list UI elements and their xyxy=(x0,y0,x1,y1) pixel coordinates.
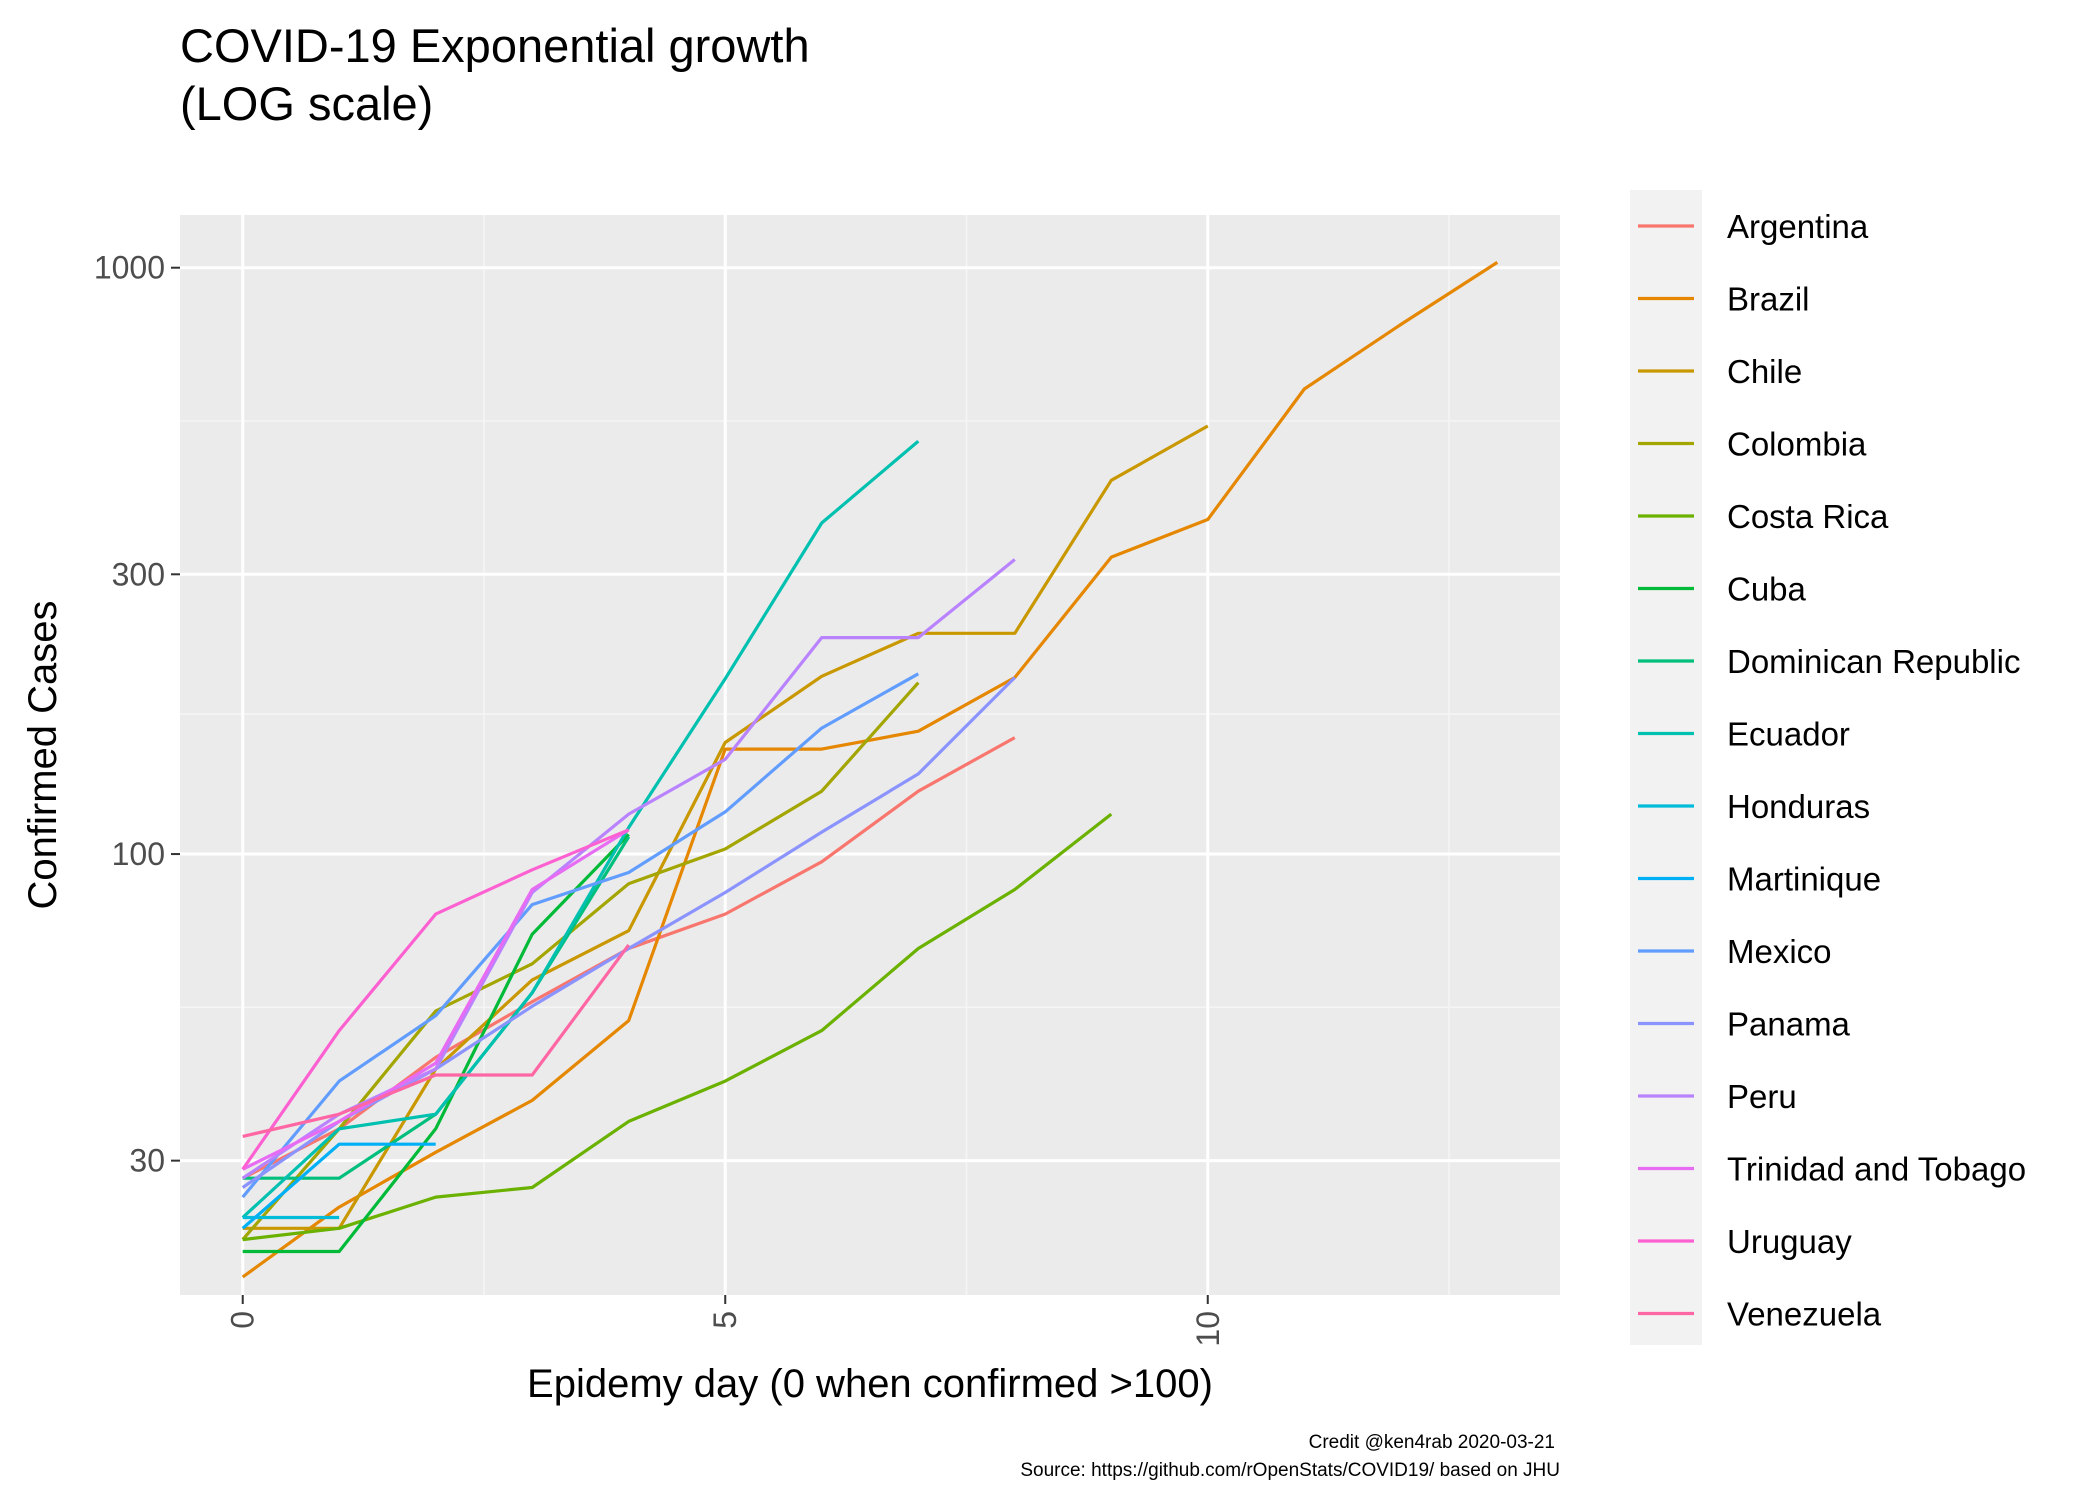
x-axis: 0 5 10 xyxy=(225,1295,1226,1347)
series-line-uruguay xyxy=(241,828,630,1171)
y-tick-label: 100 xyxy=(112,836,165,872)
caption-source: Source: https://github.com/rOpenStats/CO… xyxy=(1020,1460,1560,1481)
series-line-chile xyxy=(242,424,1209,1230)
legend-label-cuba: Cuba xyxy=(1727,571,1807,608)
y-tick-label: 30 xyxy=(129,1143,165,1179)
series-lines xyxy=(241,261,1499,1279)
legend-label-peru: Peru xyxy=(1727,1078,1797,1115)
legend-label-martinique: Martinique xyxy=(1727,861,1881,898)
legend-label-dominican-republic: Dominican Republic xyxy=(1727,643,2020,680)
x-tick-label: 5 xyxy=(707,1311,743,1329)
x-tick-label: 10 xyxy=(1190,1311,1226,1347)
legend-label-honduras: Honduras xyxy=(1727,788,1870,825)
series-line-trinidad-and-tobago xyxy=(241,828,630,1171)
legend-label-colombia: Colombia xyxy=(1727,426,1867,463)
plot-panel xyxy=(180,215,1560,1295)
series-line-venezuela xyxy=(242,943,630,1138)
legend-label-trinidad-and-tobago: Trinidad and Tobago xyxy=(1727,1151,2026,1188)
legend-label-ecuador: Ecuador xyxy=(1727,716,1850,753)
y-tick-label: 300 xyxy=(112,556,165,592)
series-line-costa-rica xyxy=(242,812,1113,1242)
legend-label-costa-rica: Costa Rica xyxy=(1727,498,1889,535)
series-line-panama xyxy=(241,676,1016,1189)
caption-credit: Credit @ken4rab 2020-03-21 xyxy=(1309,1432,1555,1453)
series-line-brazil xyxy=(241,261,1499,1279)
legend: Argentina Brazil Chile Colombia Costa Rica Cu… xyxy=(1638,208,2026,1333)
series-line-mexico xyxy=(241,672,920,1199)
x-tick-label: 0 xyxy=(225,1311,261,1329)
y-axis: 30 100 300 1000 xyxy=(94,250,180,1179)
legend-label-brazil: Brazil xyxy=(1727,281,1810,318)
series-line-peru xyxy=(241,558,1016,1180)
legend-label-mexico: Mexico xyxy=(1727,933,1832,970)
legend-label-venezuela: Venezuela xyxy=(1727,1296,1882,1333)
legend-label-argentina: Argentina xyxy=(1727,208,1869,245)
series-line-martinique xyxy=(241,1142,436,1230)
legend-label-uruguay: Uruguay xyxy=(1727,1223,1852,1260)
series-line-ecuador xyxy=(241,439,920,1219)
legend-background xyxy=(1630,190,1702,1345)
legend-label-panama: Panama xyxy=(1727,1006,1851,1043)
y-axis-title: Confirmed Cases xyxy=(21,600,65,909)
chart-title-line-1: COVID-19 Exponential growth xyxy=(180,19,810,72)
chart-title-line-2: (LOG scale) xyxy=(180,77,433,130)
legend-label-chile: Chile xyxy=(1727,353,1802,390)
x-axis-title: Epidemy day (0 when confirmed >100) xyxy=(527,1362,1213,1406)
y-tick-label: 1000 xyxy=(94,250,165,286)
series-line-cuba xyxy=(242,833,630,1254)
grid-minor xyxy=(180,215,1560,1295)
